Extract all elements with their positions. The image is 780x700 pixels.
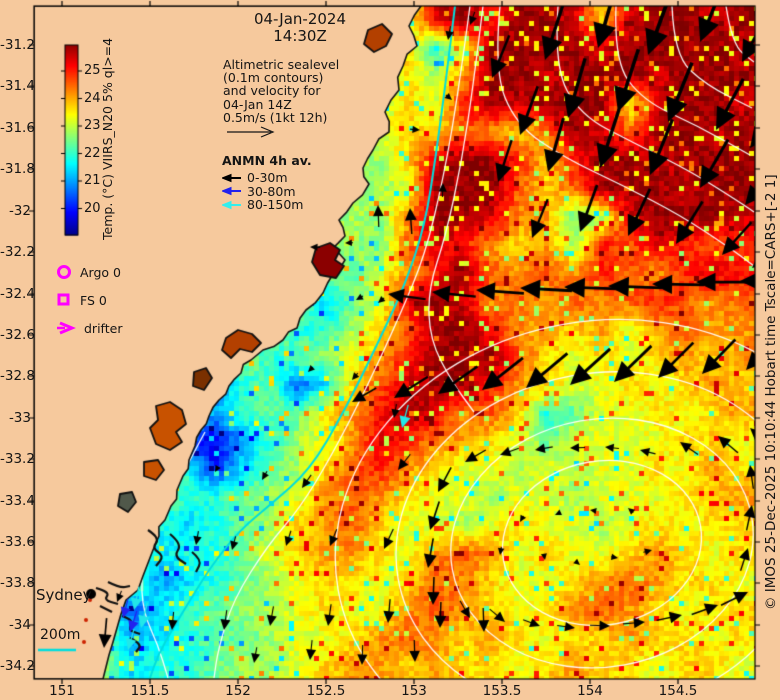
- cb-tick-label: 23: [84, 118, 101, 133]
- y-tick-label: -32.8: [0, 368, 35, 384]
- cb-tick-label: 24: [84, 90, 101, 106]
- x-tick-label: 151: [49, 683, 75, 699]
- y-tick-label: -31.4: [0, 78, 35, 94]
- x-tick-label: 153.5: [482, 683, 522, 699]
- y-tick-label: -32.2: [0, 244, 35, 260]
- y-tick-label: -33.6: [0, 534, 35, 550]
- cb-tick-label: 20: [84, 200, 101, 216]
- x-tick-label: 154: [577, 683, 603, 699]
- cb-tick-label: 22: [84, 145, 101, 161]
- y-tick-label: -33.4: [0, 493, 35, 509]
- y-tick-label: -32: [8, 203, 31, 219]
- y-tick-label: -31.6: [0, 120, 35, 136]
- x-tick-label: 151.5: [130, 683, 170, 699]
- cb-tick-label: 25: [84, 63, 101, 78]
- y-tick-label: -31.8: [0, 161, 35, 177]
- y-tick-label: -32.4: [0, 286, 35, 302]
- y-tick-label: -31.2: [0, 37, 35, 53]
- x-tick-label: 152: [225, 683, 251, 699]
- y-tick-label: -33.2: [0, 451, 35, 467]
- y-tick-label: -34: [8, 617, 31, 633]
- y-tick-label: -32.6: [0, 327, 35, 343]
- x-tick-label: 152.5: [306, 683, 346, 699]
- x-tick-label: 153: [401, 683, 427, 699]
- y-tick-label: -33.8: [0, 575, 35, 591]
- y-tick-label: -33: [8, 410, 31, 426]
- x-tick-label: 154.5: [658, 683, 698, 699]
- cb-tick-label: 21: [84, 173, 101, 188]
- y-tick-label: -34.2: [0, 658, 35, 674]
